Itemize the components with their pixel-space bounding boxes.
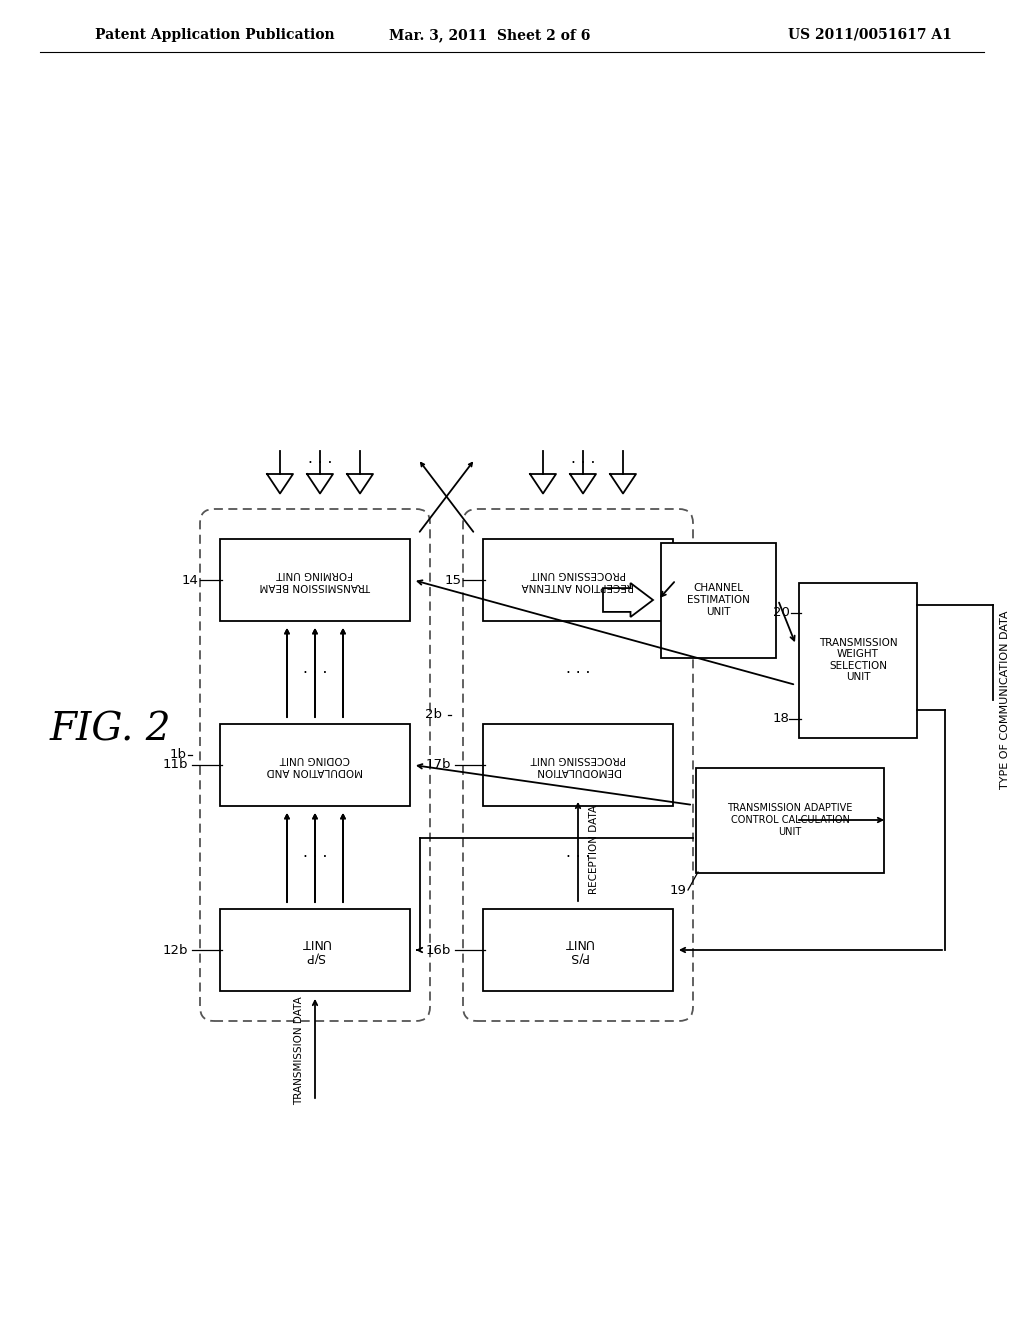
Text: 17b: 17b [425,759,451,771]
Text: Mar. 3, 2011  Sheet 2 of 6: Mar. 3, 2011 Sheet 2 of 6 [389,28,591,42]
Text: TRANSMISSION ADAPTIVE
CONTROL CALCULATION
UNIT: TRANSMISSION ADAPTIVE CONTROL CALCULATIO… [727,804,853,837]
Text: TYPE OF COMMUNICATION DATA: TYPE OF COMMUNICATION DATA [1000,611,1010,789]
Text: · · ·: · · · [570,457,595,471]
Text: RECEPTION ANTENNA
PROCESSING UNIT: RECEPTION ANTENNA PROCESSING UNIT [522,569,634,591]
Text: TRANSMISSION BEAM
FORMING UNIT: TRANSMISSION BEAM FORMING UNIT [259,569,371,591]
Text: RECEPTION DATA: RECEPTION DATA [589,804,599,894]
Text: 2b: 2b [425,709,441,722]
Text: · · ·: · · · [303,850,328,866]
Bar [696,767,884,873]
Text: · · ·: · · · [308,457,332,471]
Text: 16b: 16b [425,944,451,957]
Bar [220,909,410,991]
Text: 12b: 12b [162,944,187,957]
Bar [799,582,918,738]
Bar [220,723,410,807]
Text: US 2011/0051617 A1: US 2011/0051617 A1 [788,28,952,42]
Text: DEMODULATION
PROCESSING UNIT: DEMODULATION PROCESSING UNIT [530,754,626,776]
Text: 11b: 11b [162,759,187,771]
Text: · · ·: · · · [566,850,590,866]
Text: 1b: 1b [170,748,186,762]
Text: 20: 20 [772,606,790,619]
Bar [483,723,673,807]
Text: S/P
UNIT: S/P UNIT [300,936,330,964]
Text: · · ·: · · · [303,665,328,681]
Bar [660,543,775,657]
Text: FIG. 2: FIG. 2 [49,711,171,748]
Text: TRANSMISSION DATA: TRANSMISSION DATA [294,997,304,1105]
Bar [220,539,410,620]
Bar [483,539,673,620]
Text: 15: 15 [444,573,462,586]
Bar [483,909,673,991]
Text: MODULATION AND
CODING UNIT: MODULATION AND CODING UNIT [267,754,364,776]
Text: · · ·: · · · [566,665,590,681]
Text: P/S
UNIT: P/S UNIT [563,936,593,964]
Text: Patent Application Publication: Patent Application Publication [95,28,335,42]
Text: 14: 14 [181,573,199,586]
Text: 18: 18 [772,713,790,726]
Text: 19: 19 [670,883,686,896]
Text: CHANNEL
ESTIMATION
UNIT: CHANNEL ESTIMATION UNIT [686,583,750,616]
Text: TRANSMISSION
WEIGHT
SELECTION
UNIT: TRANSMISSION WEIGHT SELECTION UNIT [818,638,897,682]
